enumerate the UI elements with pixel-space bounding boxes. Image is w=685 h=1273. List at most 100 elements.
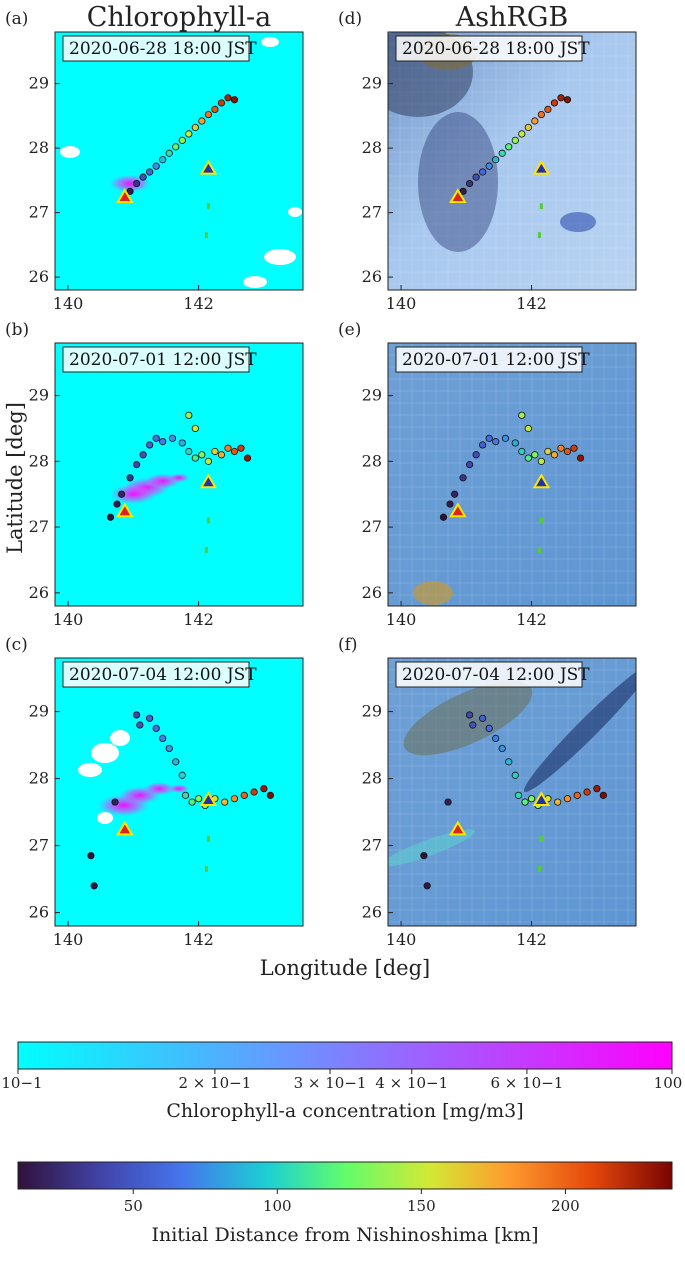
parcel-point	[439, 513, 448, 521]
parcel-point	[465, 179, 474, 188]
cloud-mask	[91, 743, 119, 763]
cloud-mask	[261, 37, 279, 47]
parcel-point	[550, 99, 559, 107]
parcel-point	[524, 424, 532, 433]
parcel-point	[191, 123, 199, 132]
parcel-point	[479, 714, 487, 722]
parcel-point	[524, 123, 532, 132]
parcel-point	[472, 451, 480, 459]
triangle-marker	[116, 502, 134, 518]
date-label: 2020-06-28 18:00 JST	[395, 35, 590, 62]
y-tick-label: 26	[29, 267, 49, 286]
panel-frame	[387, 342, 637, 607]
parcel-point	[230, 795, 239, 803]
parcel-point	[181, 791, 190, 799]
triangle-marker	[449, 188, 467, 204]
panel-label: (a)	[5, 9, 28, 29]
parcel-point	[139, 173, 147, 181]
colorbar-chlorophyll-tick: 100	[654, 1074, 683, 1092]
parcel-point	[492, 156, 500, 164]
parcel-point	[550, 451, 559, 459]
panel-frame	[387, 657, 637, 927]
chlorophyll-plume	[143, 782, 176, 796]
parcel-point	[152, 434, 160, 442]
parcel-point	[230, 96, 239, 104]
y-tick-label: 26	[362, 903, 382, 922]
date-label: 2020-07-04 12:00 JST	[62, 661, 257, 688]
colorbar-chlorophyll-tick: 10−1	[1, 1074, 42, 1092]
parcel-point	[446, 500, 454, 508]
parcel-point	[211, 105, 219, 114]
y-tick-label: 27	[362, 836, 382, 855]
parcel-point	[423, 882, 431, 890]
panel-frame	[54, 342, 304, 607]
parcel-point	[465, 711, 474, 719]
island-mark	[204, 232, 208, 239]
triangle-marker	[199, 159, 218, 175]
date-label: 2020-07-01 12:00 JST	[62, 346, 257, 373]
parcel-point	[165, 149, 173, 157]
island-mark	[204, 547, 208, 554]
parcel-point	[240, 791, 248, 799]
y-tick-label: 26	[362, 267, 382, 286]
panel-d: 2020-06-28 18:00 JST (d) 26 27 28 29 140 142	[338, 9, 637, 313]
panel-f: 2020-07-04 12:00 JST (f) 26 27 28 29 140 142	[338, 635, 637, 949]
parcel-point	[459, 474, 467, 482]
parcel-point	[531, 451, 539, 459]
column-title-ashrgb: AshRGB	[455, 2, 568, 33]
parcel-point	[485, 724, 493, 732]
panel-c: 2020-07-04 12:00 JST (c) 26 27 28 29 140 142	[5, 635, 304, 949]
parcel-point	[126, 187, 134, 195]
parcel-point	[111, 798, 119, 806]
parcel-point	[178, 439, 186, 447]
parcel-point	[217, 451, 226, 459]
panel-frame	[54, 31, 304, 291]
parcel-point	[204, 110, 212, 119]
parcel-point	[521, 798, 529, 806]
column-title-chlorophyll: Chlorophyll-a	[87, 2, 272, 33]
parcel-point	[459, 187, 467, 195]
parcel-point	[126, 474, 134, 482]
parcel-point	[492, 734, 500, 743]
triangle-marker	[116, 820, 134, 836]
parcel-point	[444, 798, 452, 806]
parcel-point	[498, 744, 506, 753]
island-mark	[206, 203, 210, 210]
date-text: 2020-07-04 12:00 JST	[402, 665, 590, 685]
panel-label: (e)	[338, 320, 361, 340]
parcel-point	[211, 447, 219, 456]
parcel-point	[191, 424, 199, 433]
y-tick-label: 29	[29, 386, 49, 405]
parcel-point	[563, 447, 572, 456]
parcel-point	[524, 454, 532, 462]
parcel-point	[501, 434, 510, 442]
parcel-point	[146, 168, 154, 176]
y-tick-label: 26	[362, 583, 382, 602]
cloud-mask	[97, 812, 113, 824]
parcel-point	[106, 513, 115, 521]
parcel-point	[492, 438, 500, 446]
chlorophyll-field	[55, 32, 303, 290]
colorbar-chlorophyll-tick: 6 × 10−1	[490, 1074, 563, 1092]
parcel-point	[87, 852, 95, 860]
parcel-point	[230, 447, 239, 456]
parcel-point	[266, 791, 274, 799]
date-label: 2020-06-28 18:00 JST	[62, 35, 257, 62]
island-mark	[206, 517, 210, 524]
parcel-point	[511, 771, 519, 779]
parcel-point	[420, 852, 428, 860]
y-tick-label: 29	[29, 74, 49, 93]
panel-label: (b)	[5, 320, 29, 340]
colorbar-chlorophyll-tick: 3 × 10−1	[294, 1074, 367, 1092]
island-mark	[539, 517, 543, 524]
date-text: 2020-07-04 12:00 JST	[69, 665, 257, 685]
y-tick-label: 29	[362, 74, 382, 93]
parcel-point	[472, 173, 480, 181]
parcel-point	[185, 411, 193, 419]
panel-label: (f)	[338, 635, 358, 655]
colorbar-distance-tick: 200	[551, 1197, 580, 1215]
x-tick-label: 142	[183, 930, 214, 949]
cloud-mask	[288, 207, 302, 217]
parcel-point	[563, 795, 572, 803]
